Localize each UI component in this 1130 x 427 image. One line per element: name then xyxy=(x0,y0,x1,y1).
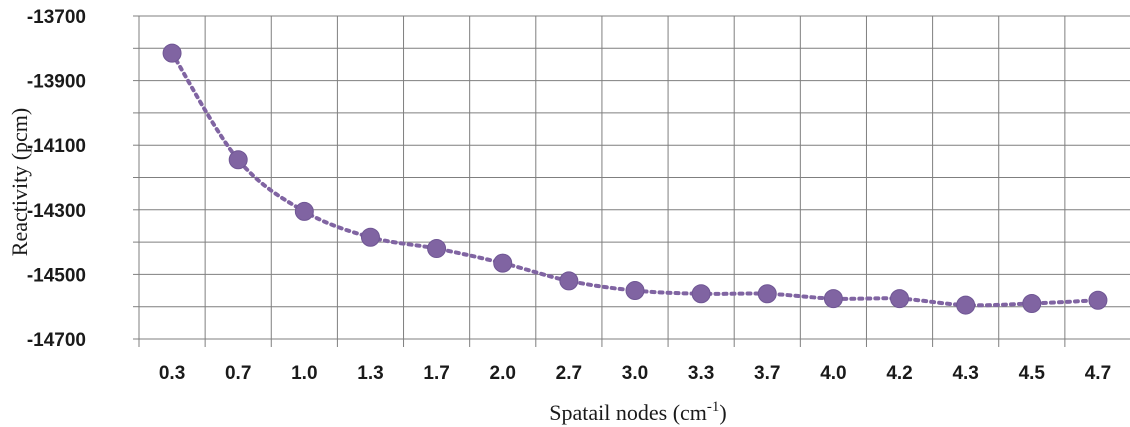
y-axis-label: Reactivity (pcm) xyxy=(7,108,32,256)
x-axis-label-superscript: -1 xyxy=(707,399,720,415)
x-tick-label: 4.7 xyxy=(1085,363,1111,384)
y-tick-labels: -13700 -13900 -14100 -14300 -14500 -14700 xyxy=(27,7,86,351)
x-tick-label: 3.3 xyxy=(688,363,714,384)
x-tick-label: 3.0 xyxy=(622,363,648,384)
data-point xyxy=(493,253,513,273)
x-tick-label: 0.3 xyxy=(159,363,185,384)
x-tick-labels: 0.3 0.7 1.0 1.3 1.7 2.0 2.7 3.0 3.3 3.7 4.0 4.2 4.3 4… xyxy=(159,363,1111,384)
y-tick-label: -14100 xyxy=(27,136,86,157)
x-tick-label: 4.3 xyxy=(952,363,978,384)
data-point xyxy=(890,289,910,309)
grid-lines xyxy=(133,15,1130,347)
data-point xyxy=(1088,290,1108,310)
x-tick-label: 2.7 xyxy=(556,363,582,384)
x-tick-label: 3.7 xyxy=(754,363,780,384)
data-point xyxy=(956,295,976,315)
data-points xyxy=(162,43,1108,315)
data-point xyxy=(294,201,314,221)
x-axis-label: Spatail nodes (cm-1) xyxy=(549,399,726,425)
data-point xyxy=(691,284,711,304)
x-axis-label-end: ) xyxy=(719,400,726,425)
y-tick-label: -13900 xyxy=(27,72,86,93)
data-point xyxy=(625,281,645,301)
x-tick-label: 1.7 xyxy=(423,363,449,384)
y-tick-label: -14700 xyxy=(27,330,86,351)
data-point xyxy=(559,271,579,291)
y-tick-label: -13700 xyxy=(27,7,86,28)
x-tick-label: 2.0 xyxy=(490,363,516,384)
data-point xyxy=(823,289,843,309)
x-axis-label-text: Spatail nodes (cm xyxy=(549,400,707,425)
data-point xyxy=(162,43,182,63)
y-tick-label: -14300 xyxy=(27,201,86,222)
data-point xyxy=(427,239,447,259)
x-tick-label: 4.5 xyxy=(1019,363,1046,384)
data-point xyxy=(228,150,248,170)
data-point xyxy=(1022,293,1042,313)
x-tick-label: 4.2 xyxy=(886,363,912,384)
data-point xyxy=(360,227,380,247)
y-tick-label: -14500 xyxy=(27,265,86,286)
x-tick-label: 0.7 xyxy=(225,363,251,384)
x-tick-label: 1.3 xyxy=(357,363,383,384)
data-point xyxy=(757,284,777,304)
series-line xyxy=(170,51,1100,308)
x-tick-label: 1.0 xyxy=(291,363,317,384)
x-tick-label: 4.0 xyxy=(820,363,846,384)
